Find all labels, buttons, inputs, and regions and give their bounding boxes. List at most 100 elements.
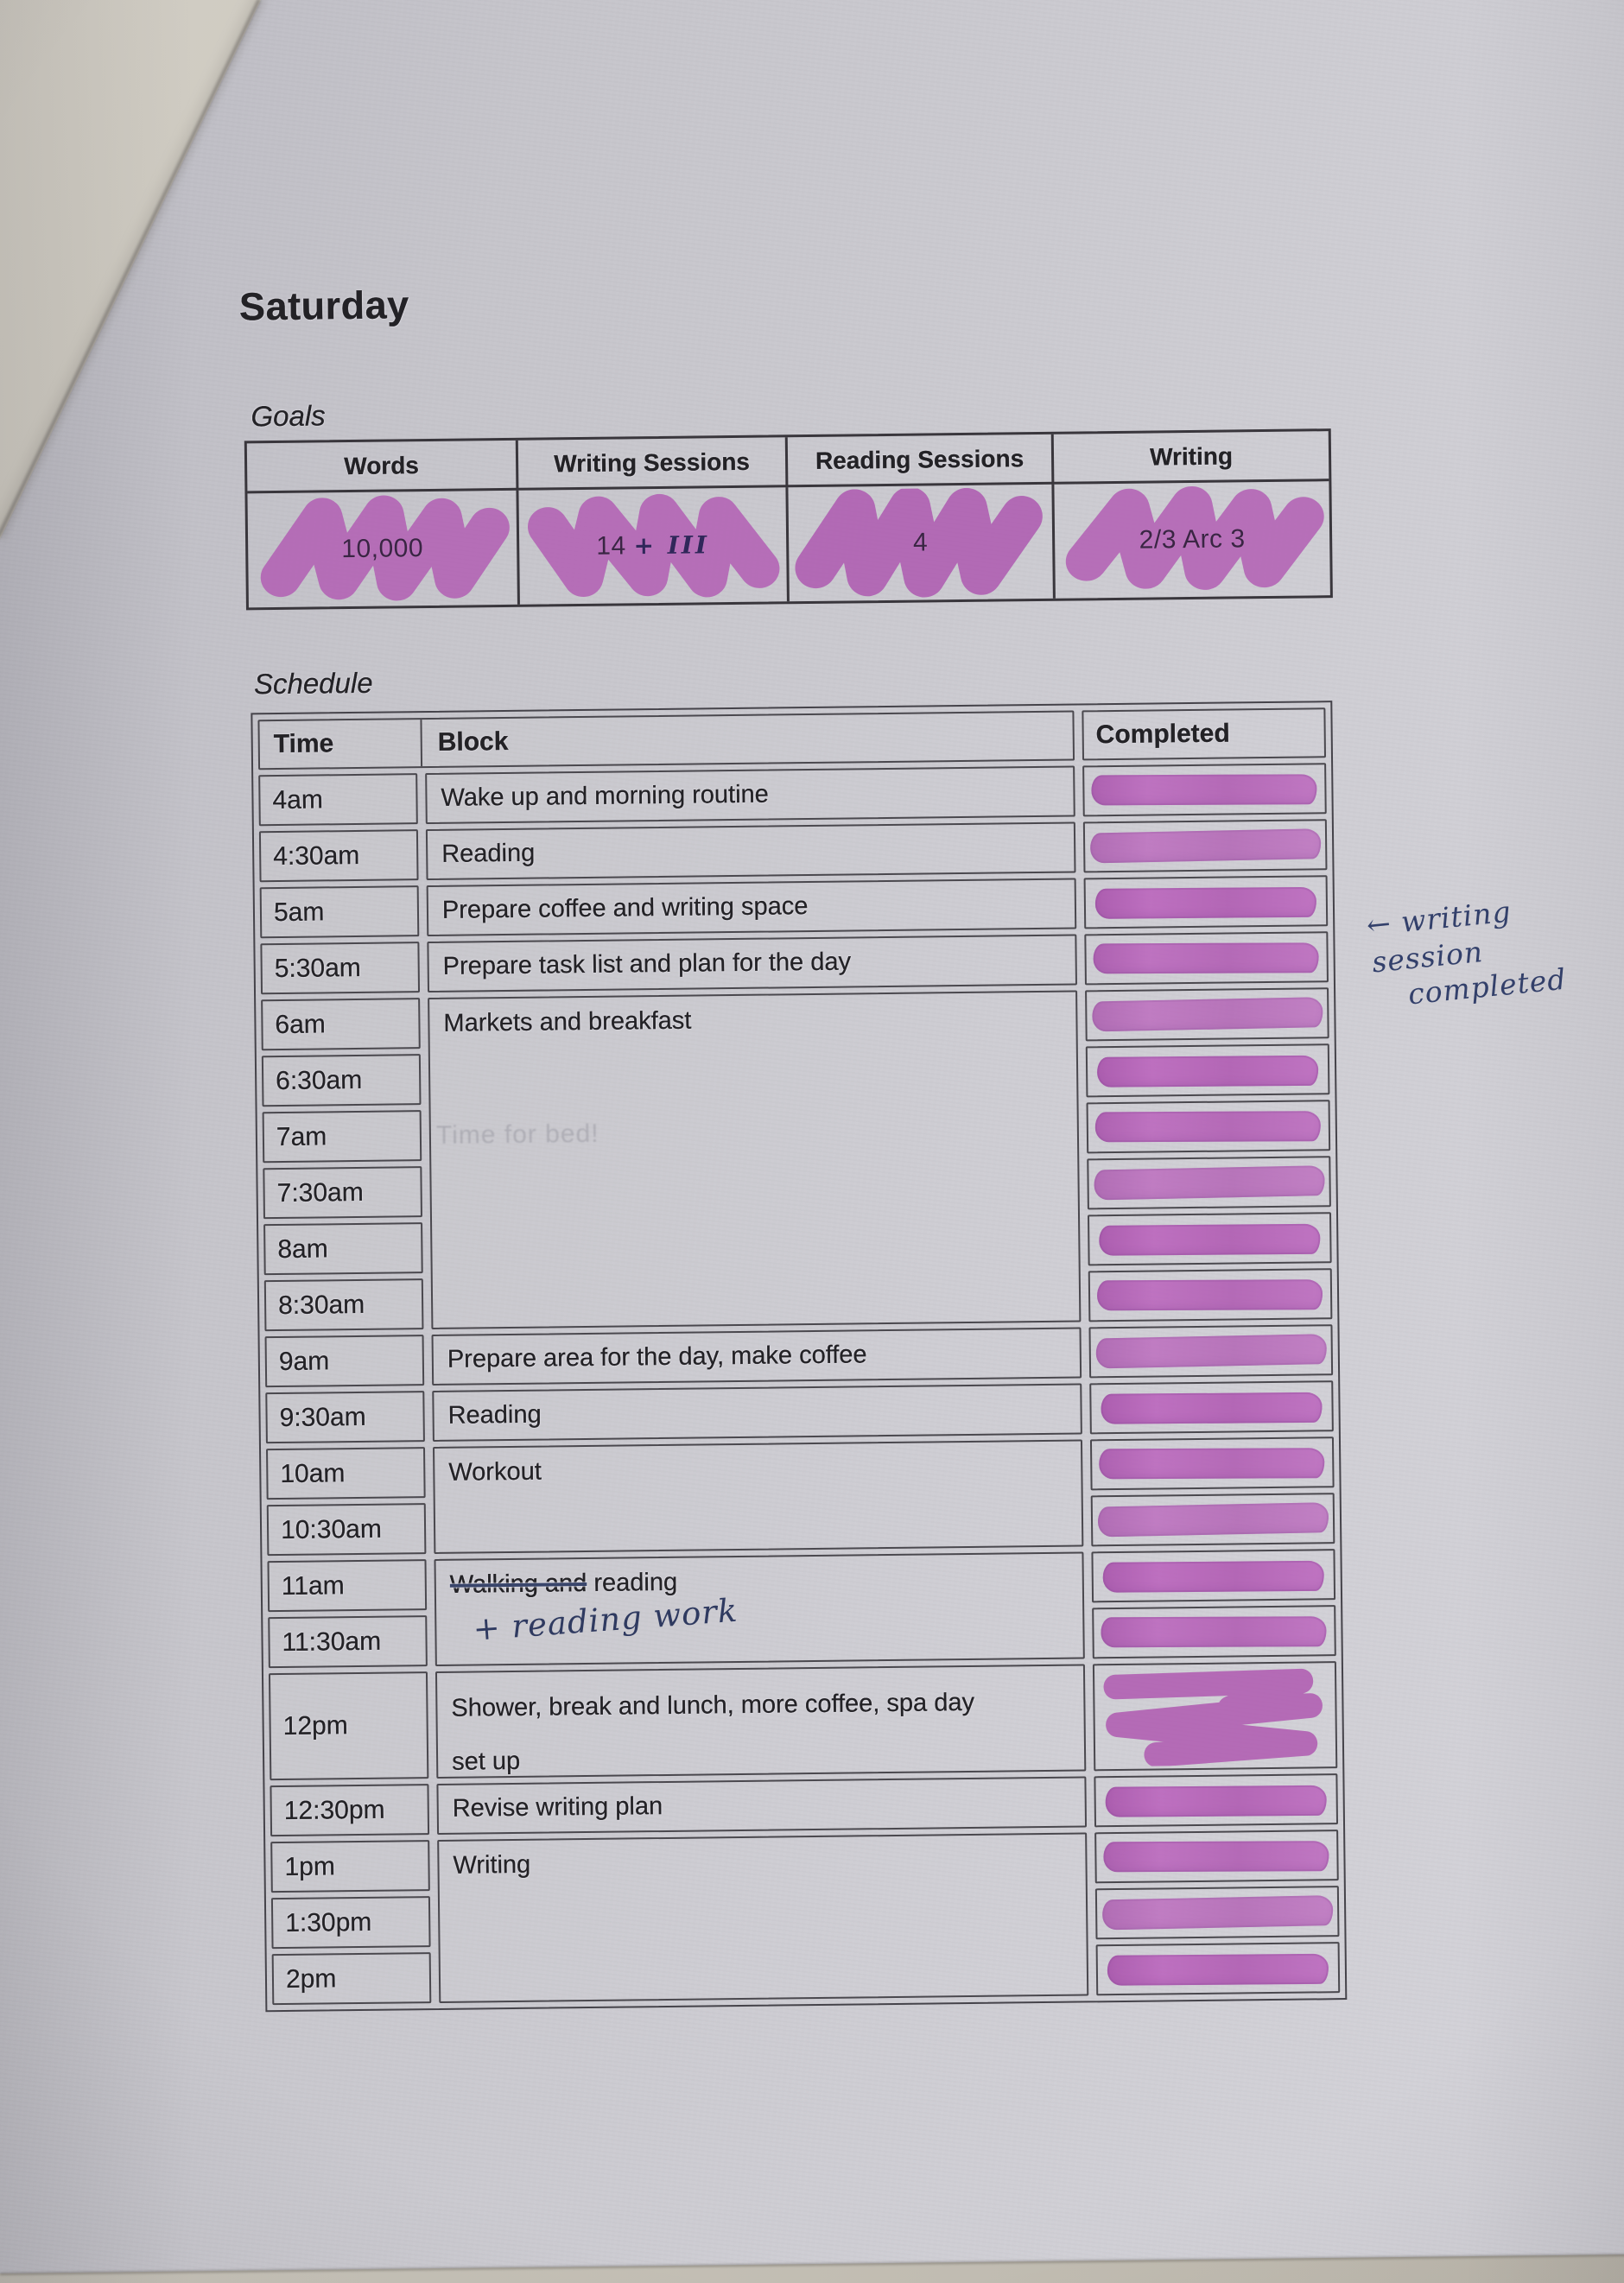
highlighter-mark <box>1094 886 1316 919</box>
struck-text: Walking and <box>449 1569 587 1599</box>
goal-value-writing: 2/3 Arc 3 <box>1139 524 1246 555</box>
time-cell: 12pm <box>268 1671 429 1781</box>
time-cell: 9am <box>264 1335 425 1388</box>
highlighter-mark <box>1105 1785 1327 1817</box>
time-cell: 4am <box>258 773 418 827</box>
completed-cell <box>1094 1773 1339 1828</box>
goal-value-writing-sessions: 14 + III <box>596 530 709 561</box>
handwritten-addition: + reading work <box>472 1591 739 1648</box>
completed-cell <box>1094 1886 1340 1940</box>
highlighter-mark <box>1101 1616 1328 1648</box>
block-cell: Shower, break and lunch, more coffee, sp… <box>435 1664 1087 1779</box>
completed-cell <box>1095 1942 1341 1996</box>
highlighter-mark <box>1099 1448 1326 1480</box>
highlighter-mark <box>1101 1895 1333 1931</box>
completed-cell <box>1088 1268 1333 1322</box>
schedule-header-row: Time Block <box>257 710 1075 771</box>
completed-cell <box>1094 1830 1339 1884</box>
highlighter-mark <box>1097 1055 1319 1088</box>
goal-value-words: 10,000 <box>341 534 424 564</box>
block-cell: Wake up and morning routine <box>425 765 1075 825</box>
schedule-table: Time Block Completed 4am Wake up and morn… <box>251 701 1348 2013</box>
highlighter-scribble-icon <box>795 486 1043 598</box>
completed-cell <box>1088 1212 1332 1266</box>
block-cell: Prepare task list and plan for the day <box>427 934 1077 993</box>
block-text: reading <box>587 1568 678 1597</box>
goal-value-reading-sessions: 4 <box>912 528 929 557</box>
goal-header-writing-sessions: Writing Sessions <box>517 437 789 491</box>
completed-cell <box>1082 763 1327 817</box>
block-cell: Workout <box>432 1439 1084 1554</box>
time-cell: 6am <box>261 998 421 1051</box>
time-cell: 5am <box>259 885 420 939</box>
completed-cell <box>1091 1549 1336 1603</box>
schedule-grid: Time Block Completed 4am Wake up and morn… <box>257 707 1341 2006</box>
highlighter-scribble-mark <box>1094 1663 1335 1769</box>
completed-cell <box>1090 1493 1335 1547</box>
completed-cell <box>1084 931 1329 986</box>
completed-cell <box>1087 1156 1331 1210</box>
time-column-header: Time <box>259 720 423 769</box>
completed-cell <box>1088 1324 1334 1379</box>
completed-cell <box>1083 875 1329 929</box>
time-cell: 12:30pm <box>270 1784 430 1837</box>
time-cell: 4:30am <box>258 829 419 883</box>
highlighter-scribble-icon <box>1103 1668 1323 1767</box>
time-cell: 2pm <box>271 1952 432 2006</box>
highlighter-mark <box>1091 774 1318 806</box>
completed-column-header: Completed <box>1082 707 1327 761</box>
goal-header-writing: Writing <box>1053 431 1329 485</box>
time-cell: 11:30am <box>268 1615 428 1669</box>
completed-cell <box>1092 1605 1336 1659</box>
time-cell: 7:30am <box>263 1166 422 1220</box>
block-cell: Reading <box>425 821 1076 881</box>
goal-value-cell: 10,000 <box>247 490 520 608</box>
completed-cell <box>1085 1043 1330 1098</box>
highlighter-mark <box>1107 1953 1329 1986</box>
time-cell: 9:30am <box>265 1391 425 1444</box>
pen-tally-marks: + III <box>633 530 710 561</box>
highlighter-mark <box>1097 1502 1329 1538</box>
block-cell: Revise writing plan <box>436 1776 1088 1835</box>
time-cell: 5:30am <box>260 942 421 995</box>
highlighter-scribble-icon <box>1065 485 1324 590</box>
completed-cell <box>1085 987 1329 1042</box>
completed-cell <box>1092 1661 1338 1772</box>
highlighter-mark <box>1089 828 1321 864</box>
goals-section-label: Goals <box>251 399 326 433</box>
block-cell: Markets and breakfast <box>428 990 1082 1330</box>
time-cell: 1:30pm <box>270 1896 431 1950</box>
highlighter-mark <box>1091 997 1323 1032</box>
highlighter-scribble-icon <box>527 493 780 598</box>
time-cell: 6:30am <box>261 1054 422 1107</box>
highlighter-mark <box>1097 1279 1323 1311</box>
goal-value-cell: 2/3 Arc 3 <box>1054 481 1329 599</box>
time-cell: 11am <box>267 1559 428 1613</box>
highlighter-mark <box>1103 1841 1330 1873</box>
highlighter-mark <box>1095 1111 1322 1143</box>
page-title: Saturday <box>238 282 409 329</box>
highlighter-mark <box>1093 942 1320 974</box>
time-cell: 7am <box>262 1110 422 1164</box>
goals-table: Words Writing Sessions Reading Sessions … <box>244 428 1333 611</box>
handwritten-margin-note: ← writing session completed <box>1365 883 1624 1014</box>
completed-cell <box>1089 1380 1334 1435</box>
highlighter-scribble-icon <box>260 495 510 601</box>
block-text: Shower, break and lunch, more coffee, sp… <box>451 1688 975 1777</box>
bleed-through-text: Time for bed! <box>435 1119 599 1150</box>
goal-value-cell: 4 <box>788 484 1056 602</box>
highlighter-mark <box>1093 1165 1325 1201</box>
highlighter-mark <box>1102 1560 1324 1593</box>
highlighter-mark <box>1095 1334 1327 1369</box>
completed-cell <box>1082 819 1328 873</box>
block-cell: Walking and reading + reading work <box>434 1551 1085 1666</box>
time-cell: 8:30am <box>263 1278 424 1332</box>
block-cell: Prepare area for the day, make coffee <box>431 1327 1082 1386</box>
time-cell: 1pm <box>270 1840 430 1893</box>
time-cell: 8am <box>263 1222 423 1276</box>
highlighter-mark <box>1101 1392 1323 1424</box>
schedule-section-label: Schedule <box>253 666 373 701</box>
